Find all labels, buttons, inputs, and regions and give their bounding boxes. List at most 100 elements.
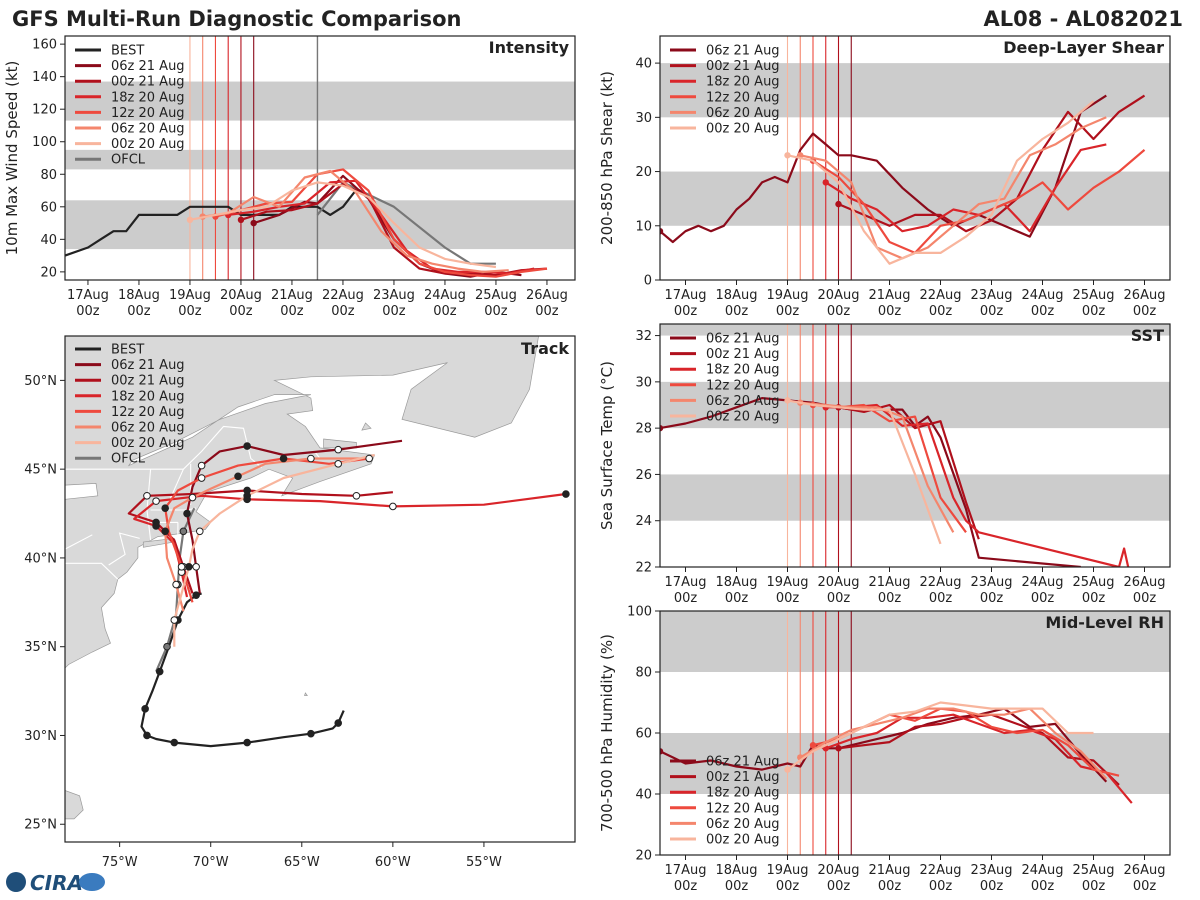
track-marker xyxy=(562,490,570,498)
x-tick-label-date: 19Aug xyxy=(169,288,211,303)
y-axis-label: Sea Surface Temp (°C) xyxy=(598,361,616,530)
track-marker xyxy=(143,731,151,740)
track-marker xyxy=(307,454,315,463)
x-tick-label-date: 24Aug xyxy=(424,288,466,303)
x-tick-label-date: 22Aug xyxy=(920,863,962,878)
border-7 xyxy=(65,425,263,470)
x-tick-label-date: 22Aug xyxy=(920,575,962,590)
panel-title: SST xyxy=(1131,326,1164,345)
x-tick-label-hour: 00z xyxy=(535,304,559,319)
track-marker xyxy=(195,527,204,536)
x-tick-label-hour: 00z xyxy=(331,304,355,319)
y-tick-label: 40 xyxy=(40,233,57,248)
x-tick-label-hour: 00z xyxy=(929,304,953,319)
series-init-marker xyxy=(237,216,245,224)
sst-panel: 22242628303217Aug00z18Aug00z19Aug00z20Au… xyxy=(598,323,1171,606)
track-marker xyxy=(177,563,186,571)
track-marker xyxy=(334,445,343,454)
x-tick-label-hour: 00z xyxy=(1082,879,1106,894)
x-tick-label-date: 17Aug xyxy=(665,863,707,878)
legend-label: 06z 20 Aug xyxy=(111,122,185,137)
series-line-06z-20-aug xyxy=(800,116,1107,260)
figure-title: GFS Multi-Run Diagnostic Comparison xyxy=(12,7,461,31)
y-tick-label: 26 xyxy=(635,468,652,483)
x-tick-label-date: 19Aug xyxy=(767,288,809,303)
band-1 xyxy=(65,149,575,170)
x-tick-label-date: 25Aug xyxy=(1073,288,1115,303)
panel-title: Track xyxy=(521,339,569,358)
lon-tick-label: 65°W xyxy=(284,855,320,870)
y-tick-label: 20 xyxy=(635,165,652,180)
track-marker xyxy=(352,491,361,500)
series-init-marker xyxy=(250,219,257,227)
track-marker xyxy=(141,705,149,713)
series-group xyxy=(660,397,1130,567)
panel-title: Deep-Layer Shear xyxy=(1003,38,1164,57)
legend-label: 06z 21 Aug xyxy=(706,755,780,770)
y-tick-label: 20 xyxy=(40,265,57,280)
shear-panel: 01020304017Aug00z18Aug00z19Aug00z20Aug00… xyxy=(598,35,1171,319)
x-tick-label-hour: 00z xyxy=(929,591,953,606)
x-tick-label-date: 21Aug xyxy=(869,863,911,878)
series-init-marker xyxy=(660,424,664,432)
track-marker xyxy=(155,667,164,676)
y-tick-label: 60 xyxy=(635,727,652,742)
y-tick-label: 30 xyxy=(635,111,652,126)
y-tick-label: 60 xyxy=(40,200,57,215)
band-2 xyxy=(65,81,575,121)
land-0 xyxy=(65,336,539,669)
x-tick-label-hour: 00z xyxy=(980,591,1004,606)
legend-label: 18z 20 Aug xyxy=(706,363,780,378)
x-tick-label-date: 24Aug xyxy=(1022,863,1064,878)
y-tick-label: 30 xyxy=(635,375,652,390)
y-tick-label: 100 xyxy=(32,135,57,150)
x-tick-label-date: 22Aug xyxy=(920,288,962,303)
lat-tick-label: 30°N xyxy=(24,729,57,744)
track-marker xyxy=(197,461,206,470)
series-line-12z-20-aug xyxy=(812,149,1146,254)
y-tick-label: 10 xyxy=(635,219,652,234)
x-tick-label-date: 19Aug xyxy=(767,863,809,878)
legend-label: 00z 21 Aug xyxy=(706,770,780,785)
series-line-00z-21-aug xyxy=(240,182,548,277)
x-tick-label-hour: 00z xyxy=(433,304,457,319)
legend-label: 12z 20 Aug xyxy=(706,378,780,393)
legend-label: 00z 21 Aug xyxy=(111,75,185,90)
lat-tick-label: 50°N xyxy=(24,374,57,389)
legend-label: BEST xyxy=(111,44,144,59)
x-tick-label-hour: 00z xyxy=(229,304,253,319)
x-tick-label-hour: 00z xyxy=(725,879,749,894)
panel-title: Intensity xyxy=(489,38,570,57)
x-tick-label-hour: 00z xyxy=(1082,591,1106,606)
x-tick-label-date: 26Aug xyxy=(1124,288,1166,303)
x-tick-label-date: 25Aug xyxy=(475,288,517,303)
series-init-marker xyxy=(784,766,791,773)
legend-label: 18z 20 Aug xyxy=(706,786,780,801)
series-line-18z-20-aug xyxy=(825,143,1107,233)
track-marker xyxy=(163,642,171,651)
x-tick-label-hour: 00z xyxy=(980,879,1004,894)
logo-globe-icon xyxy=(6,872,26,892)
series-line-06z-21-aug xyxy=(660,94,1107,244)
series-init-marker xyxy=(186,216,194,224)
map-group xyxy=(65,336,575,842)
land-5 xyxy=(304,692,308,696)
y-tick-label: 160 xyxy=(32,38,57,53)
track-marker xyxy=(192,591,200,600)
x-tick-label-hour: 00z xyxy=(76,304,100,319)
series-group xyxy=(660,94,1146,265)
x-tick-label-hour: 00z xyxy=(878,304,902,319)
x-tick-label-hour: 00z xyxy=(1082,304,1106,319)
series-line-06z-20-aug xyxy=(800,401,955,533)
legend-label: BEST xyxy=(111,343,144,358)
legend-label: 06z 21 Aug xyxy=(111,358,185,373)
cira-logo: CIRA xyxy=(6,871,105,895)
track-marker xyxy=(172,580,180,589)
legend-label: 00z 20 Aug xyxy=(706,410,780,425)
legend-label: 00z 20 Aug xyxy=(111,137,185,152)
series-line-06z-20-aug xyxy=(799,707,1108,780)
lat-tick-label: 45°N xyxy=(24,463,57,478)
x-tick-label-date: 26Aug xyxy=(1124,575,1166,590)
track-marker xyxy=(279,454,288,463)
x-tick-label-hour: 00z xyxy=(1133,304,1157,319)
